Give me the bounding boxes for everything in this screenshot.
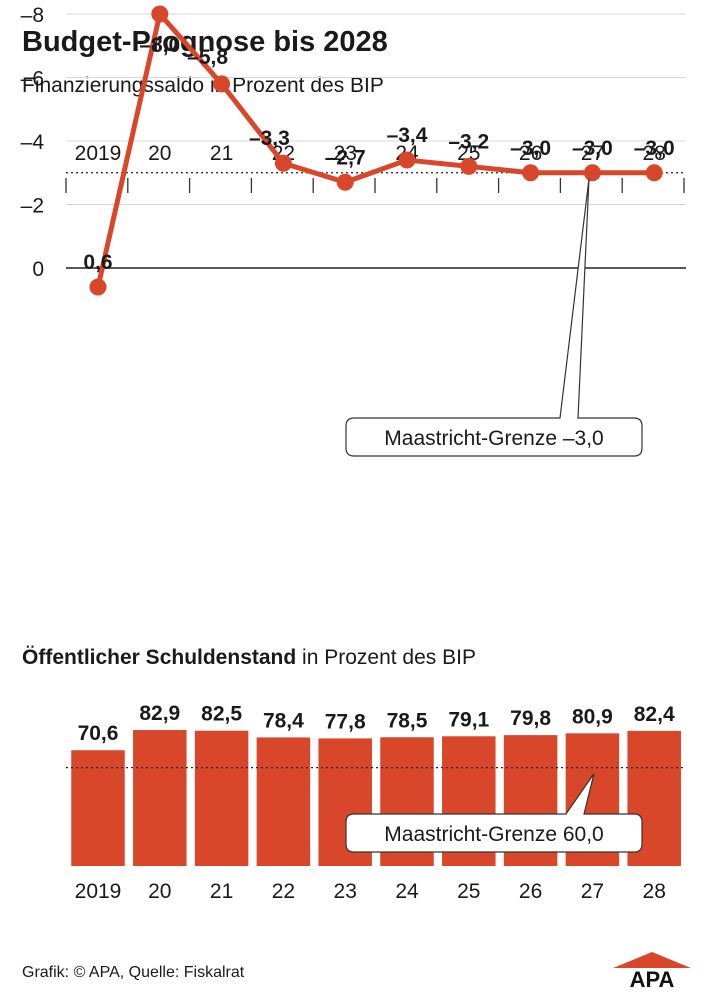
line-point xyxy=(151,5,169,23)
line-value-label: –3,4 xyxy=(387,124,428,147)
bar xyxy=(194,730,249,866)
bar-chart-title: Öffentlicher Schuldenstand in Prozent de… xyxy=(22,646,476,670)
line-y-tick-label: –4 xyxy=(21,131,45,154)
line-y-tick-label: –6 xyxy=(21,68,44,91)
bar-value-label: 70,6 xyxy=(78,722,119,745)
bar xyxy=(71,750,125,866)
line-x-tick-label: 2019 xyxy=(75,142,122,165)
line-y-tick-label: 0 xyxy=(32,258,44,281)
bar-value-label: 82,5 xyxy=(201,703,242,726)
apa-logo-text: APA xyxy=(630,967,675,988)
bar-x-tick-label: 22 xyxy=(272,880,295,903)
source-note: Grafik: © APA, Quelle: Fiskalrat xyxy=(22,964,245,981)
line-value-label: –2,7 xyxy=(325,146,366,169)
line-point xyxy=(522,164,540,182)
bar xyxy=(256,737,311,866)
maastricht-callout-bar xyxy=(345,773,643,853)
bar-value-label: 80,9 xyxy=(572,705,613,728)
bar-x-tick-label: 25 xyxy=(457,880,480,903)
line-x-tick-label: 27 xyxy=(581,142,604,165)
maastricht-callout-bar-label: Maastricht-Grenze 60,0 xyxy=(384,823,603,846)
bar-value-label: 82,4 xyxy=(634,703,675,726)
line-value-label: –3,0 xyxy=(572,137,613,160)
bar-x-tick-label: 24 xyxy=(395,880,419,903)
line-value-label: –5,8 xyxy=(187,46,228,69)
line-x-tick-label: 21 xyxy=(210,142,233,165)
line-y-tick-label: –2 xyxy=(21,195,44,218)
bar xyxy=(133,730,187,866)
maastricht-callout-label: Maastricht-Grenze –3,0 xyxy=(384,427,603,450)
bar-value-label: 82,9 xyxy=(139,702,180,725)
line-value-label: –3,0 xyxy=(510,137,551,160)
line-chart-subtitle: Finanzierungssaldo in Prozent des BIP xyxy=(22,74,384,97)
line-point xyxy=(89,278,107,296)
bar-x-tick-label: 2019 xyxy=(75,880,122,903)
line-point xyxy=(645,164,663,182)
line-point xyxy=(336,173,354,191)
bar-x-tick-label: 20 xyxy=(148,880,171,903)
line-series xyxy=(95,11,657,290)
apa-logo: APA xyxy=(613,952,691,988)
line-x-tick-label: 28 xyxy=(643,142,666,165)
line-point xyxy=(583,164,601,182)
bar-x-tick-label: 27 xyxy=(581,880,604,903)
line-y-tick-label: –8 xyxy=(21,4,44,27)
bar-value-label: 79,8 xyxy=(510,707,551,730)
line-value-label: –8,0 xyxy=(139,34,180,57)
line-x-tick-label: 25 xyxy=(457,142,480,165)
bar-x-tick-label: 21 xyxy=(210,880,233,903)
line-point xyxy=(213,75,231,93)
bar-x-tick-label: 23 xyxy=(334,880,357,903)
bar-value-label: 77,8 xyxy=(325,710,366,733)
bar-x-tick-label: 28 xyxy=(643,880,666,903)
bar-value-label: 79,1 xyxy=(448,708,489,731)
line-value-label: –3,2 xyxy=(448,130,489,153)
bar-x-tick-label: 26 xyxy=(519,880,542,903)
line-value-label: 0,6 xyxy=(83,251,112,274)
line-point xyxy=(274,154,292,172)
bar-chart-title-bold: Öffentlicher Schuldenstand xyxy=(22,646,297,669)
maastricht-callout xyxy=(345,178,643,457)
line-value-label: –3,0 xyxy=(634,137,675,160)
bar-chart-title-rest: in Prozent des BIP xyxy=(296,646,476,669)
line-x-tick-label: 26 xyxy=(519,142,542,165)
line-point xyxy=(398,151,416,169)
line-point xyxy=(460,157,478,175)
bar-value-label: 78,5 xyxy=(387,709,428,732)
chart-title: Budget-Prognose bis 2028 xyxy=(22,26,388,58)
bar-value-label: 78,4 xyxy=(263,709,304,732)
line-x-tick-label: 23 xyxy=(334,142,357,165)
line-x-tick-label: 20 xyxy=(148,142,171,165)
line-value-label: –3,3 xyxy=(249,127,290,150)
